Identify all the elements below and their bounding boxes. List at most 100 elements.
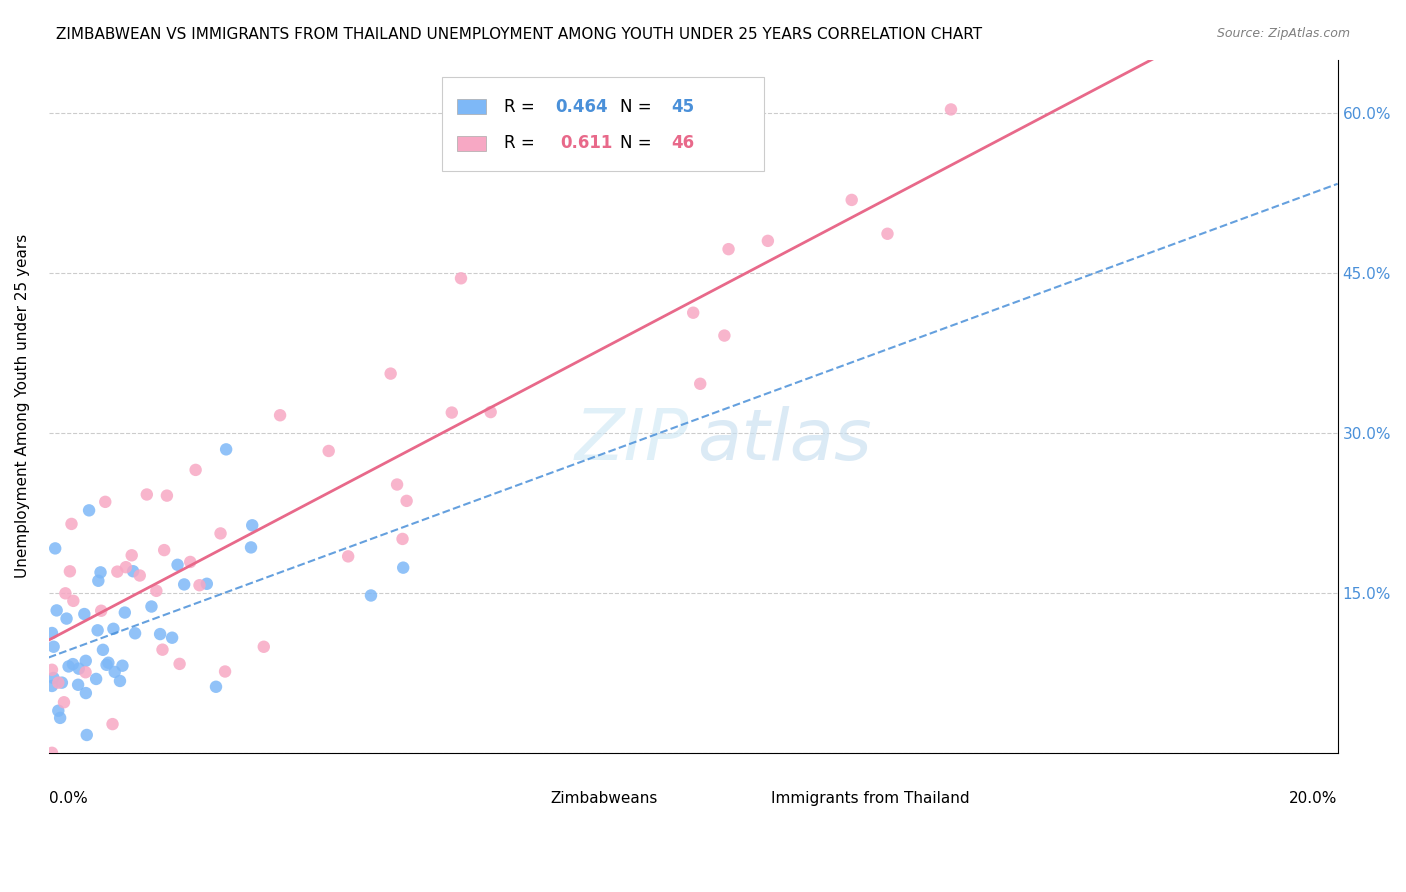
Point bbox=[450, 271, 472, 285]
Text: Zimbabweans: Zimbabweans bbox=[550, 791, 658, 806]
Point bbox=[49, 711, 72, 725]
Point bbox=[240, 541, 263, 555]
Text: N =: N = bbox=[620, 135, 657, 153]
FancyBboxPatch shape bbox=[516, 791, 544, 806]
Point bbox=[75, 665, 97, 680]
Point bbox=[84, 672, 107, 686]
Point bbox=[124, 626, 146, 640]
Point bbox=[391, 532, 413, 546]
Point bbox=[55, 611, 77, 625]
Point bbox=[135, 487, 157, 501]
Point bbox=[46, 675, 69, 690]
Point bbox=[108, 673, 131, 688]
Text: 46: 46 bbox=[671, 135, 695, 153]
Point bbox=[105, 565, 128, 579]
Point bbox=[87, 574, 110, 588]
Point bbox=[53, 695, 76, 709]
Text: 0.464: 0.464 bbox=[555, 98, 607, 116]
Point bbox=[104, 665, 127, 679]
Point bbox=[269, 409, 291, 423]
Point bbox=[67, 678, 90, 692]
Point bbox=[209, 526, 232, 541]
Point bbox=[55, 586, 77, 600]
Point bbox=[380, 367, 402, 381]
Point bbox=[42, 671, 65, 685]
Point bbox=[62, 594, 84, 608]
Point bbox=[41, 663, 63, 677]
Point bbox=[41, 679, 63, 693]
Point bbox=[205, 680, 228, 694]
Point bbox=[76, 728, 98, 742]
Point bbox=[101, 717, 124, 731]
Point bbox=[45, 603, 67, 617]
Y-axis label: Unemployment Among Youth under 25 years: Unemployment Among Youth under 25 years bbox=[15, 234, 30, 578]
Point bbox=[876, 227, 898, 241]
Point bbox=[44, 541, 66, 556]
Point bbox=[51, 675, 73, 690]
Point bbox=[360, 589, 382, 603]
Point bbox=[121, 549, 143, 563]
Point bbox=[169, 657, 191, 671]
Text: 0.0%: 0.0% bbox=[49, 791, 87, 806]
FancyBboxPatch shape bbox=[735, 791, 763, 806]
Text: R =: R = bbox=[503, 98, 540, 116]
Point bbox=[713, 328, 735, 343]
Point bbox=[179, 555, 201, 569]
Point bbox=[75, 654, 97, 668]
Text: R =: R = bbox=[503, 135, 546, 153]
Point bbox=[128, 568, 150, 582]
Point bbox=[77, 503, 100, 517]
Point bbox=[62, 657, 84, 672]
Point bbox=[689, 376, 711, 391]
Point bbox=[253, 640, 276, 654]
Text: atlas: atlas bbox=[697, 407, 872, 475]
Point bbox=[160, 631, 183, 645]
Point bbox=[156, 489, 179, 503]
Point bbox=[91, 643, 114, 657]
Point bbox=[318, 444, 340, 458]
Point bbox=[440, 406, 463, 420]
Point bbox=[94, 495, 117, 509]
Point bbox=[184, 463, 207, 477]
Text: 0.611: 0.611 bbox=[561, 135, 613, 153]
Point bbox=[756, 234, 779, 248]
Point bbox=[939, 103, 962, 117]
Point bbox=[152, 642, 174, 657]
FancyBboxPatch shape bbox=[457, 136, 485, 151]
Point bbox=[90, 604, 112, 618]
Text: Source: ZipAtlas.com: Source: ZipAtlas.com bbox=[1216, 27, 1350, 40]
Point bbox=[141, 599, 163, 614]
Point bbox=[682, 306, 704, 320]
Point bbox=[214, 665, 236, 679]
Point bbox=[149, 627, 172, 641]
Point bbox=[195, 576, 218, 591]
FancyBboxPatch shape bbox=[457, 99, 485, 114]
Point bbox=[240, 518, 263, 533]
Point bbox=[41, 626, 63, 640]
Point bbox=[337, 549, 360, 564]
Point bbox=[215, 442, 238, 457]
Point bbox=[841, 193, 863, 207]
Point bbox=[111, 658, 134, 673]
Point bbox=[86, 624, 108, 638]
Point bbox=[166, 558, 188, 572]
Text: N =: N = bbox=[620, 98, 657, 116]
Point bbox=[97, 656, 120, 670]
Point bbox=[145, 583, 167, 598]
Point bbox=[173, 577, 195, 591]
FancyBboxPatch shape bbox=[441, 77, 763, 170]
Point bbox=[188, 578, 211, 592]
Text: 45: 45 bbox=[671, 98, 695, 116]
Point bbox=[96, 657, 118, 672]
Text: 20.0%: 20.0% bbox=[1289, 791, 1337, 806]
Point bbox=[122, 564, 145, 578]
Point bbox=[395, 494, 418, 508]
Point bbox=[153, 543, 176, 558]
Point bbox=[41, 746, 63, 760]
Point bbox=[392, 560, 415, 574]
Text: ZIP: ZIP bbox=[575, 407, 689, 475]
Point bbox=[89, 566, 111, 580]
Point bbox=[103, 622, 125, 636]
Point bbox=[73, 607, 96, 621]
Text: ZIMBABWEAN VS IMMIGRANTS FROM THAILAND UNEMPLOYMENT AMONG YOUTH UNDER 25 YEARS C: ZIMBABWEAN VS IMMIGRANTS FROM THAILAND U… bbox=[56, 27, 983, 42]
